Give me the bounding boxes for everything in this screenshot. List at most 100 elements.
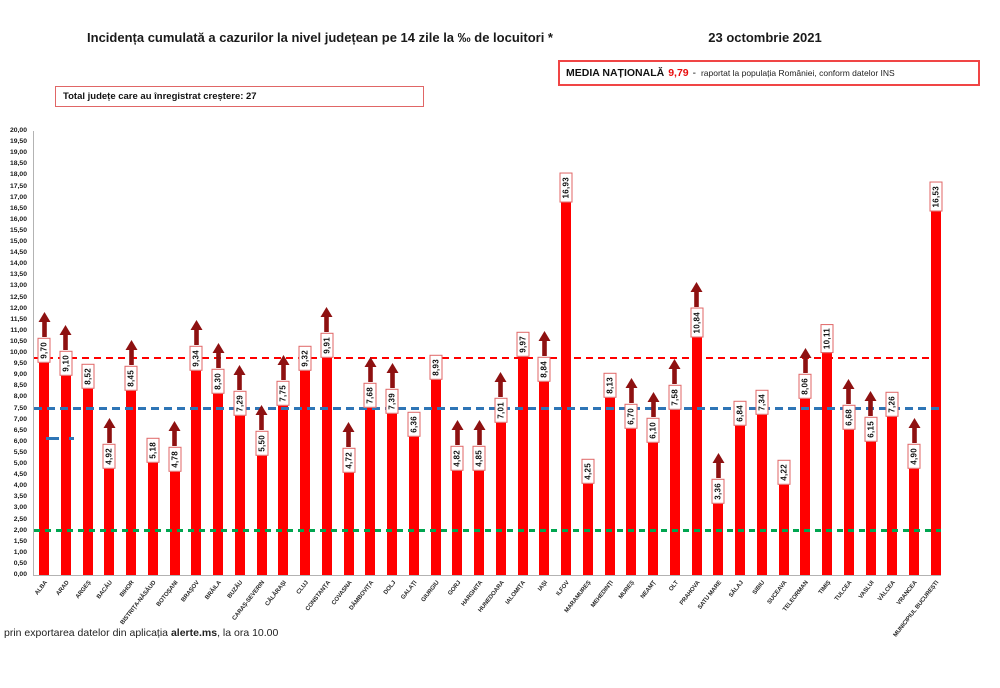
bar — [104, 465, 115, 575]
y-axis-tick-label: 13,50 — [9, 271, 27, 279]
x-axis-county-label: VASLUI — [857, 580, 876, 601]
bar — [713, 500, 724, 575]
bar-annotation: 9,32 — [298, 346, 312, 372]
x-axis-county-label: BRAȘOV — [180, 580, 202, 604]
x-axis-county-label: GORJ — [447, 580, 463, 597]
x-axis-county-label: SIBIU — [752, 580, 767, 596]
bar-annotation: 7,75 — [276, 355, 290, 406]
y-axis-tick-label: 1,00 — [13, 548, 27, 556]
y-axis-tick-label: 15,50 — [9, 226, 27, 234]
bar-value-label: 7,68 — [363, 382, 377, 408]
bar-annotation: 10,11 — [820, 324, 834, 354]
x-axis-county-label: MUREȘ — [618, 580, 637, 601]
reference-green-line — [34, 529, 941, 532]
bar — [843, 426, 854, 575]
bar-value-label: 16,53 — [929, 181, 943, 212]
bar-annotation: 7,68 — [363, 356, 377, 408]
bar-value-label: 4,25 — [581, 458, 595, 484]
bar — [669, 406, 680, 575]
reference-blue-line — [34, 407, 941, 410]
bar-annotation: 7,29 — [233, 365, 247, 417]
bar — [191, 367, 202, 575]
national-average-box: MEDIA NAȚIONALĂ 9,79 - raportat la popul… — [558, 60, 980, 86]
bar-value-label: 7,34 — [755, 390, 769, 416]
media-nationala-line — [34, 356, 941, 359]
y-axis-tick-label: 0,00 — [13, 571, 27, 578]
bar-value-label: 8,06 — [798, 374, 812, 400]
increase-arrow-icon — [494, 371, 507, 397]
bar-annotation: 16,93 — [559, 172, 573, 203]
bar-annotation: 4,82 — [450, 420, 464, 471]
bar — [539, 378, 550, 575]
x-axis-county-label: CĂLĂRAȘI — [264, 580, 289, 608]
x-axis-county-label: GIURGIU — [420, 580, 441, 604]
bar-annotation: 6,84 — [733, 401, 747, 427]
increase-arrow-icon — [190, 319, 203, 345]
x-axis-county-label: NEAMȚ — [640, 580, 658, 601]
bar-annotation: 9,97 — [516, 331, 530, 357]
x-axis-county-label: ALBA — [33, 580, 49, 597]
increase-arrow-icon — [233, 365, 246, 391]
bar-annotation: 4,22 — [777, 459, 791, 485]
bar — [561, 199, 572, 575]
y-axis-tick-label: 9,50 — [13, 360, 27, 368]
y-axis-tick-label: 6,50 — [13, 426, 27, 434]
x-axis-county-label: BRĂILA — [204, 580, 223, 602]
bar-annotation: 8,13 — [603, 372, 617, 398]
bar — [495, 419, 506, 575]
bar-annotation: 9,34 — [189, 319, 203, 371]
bar-value-label: 6,70 — [624, 404, 638, 430]
bar-value-label: 8,93 — [429, 354, 443, 380]
bar-annotation: 8,84 — [537, 330, 551, 382]
bar-annotation: 8,52 — [81, 364, 94, 389]
x-axis-county-label: VRANCEA — [896, 580, 919, 607]
increase-arrow-icon — [212, 342, 225, 368]
bar-annotation: 3,36 — [711, 452, 725, 504]
y-axis-tick-label: 12,00 — [9, 304, 27, 312]
footer-note: prin exportarea datelor din aplicația al… — [4, 627, 278, 639]
bar — [82, 385, 93, 575]
increase-arrow-icon — [625, 378, 638, 404]
bar-value-label: 5,50 — [255, 431, 269, 456]
x-axis-county-label: IALOMIȚA — [505, 580, 528, 606]
bar — [234, 413, 245, 575]
increase-arrow-icon — [168, 421, 181, 447]
increase-arrow-icon — [451, 420, 464, 446]
bar — [126, 387, 137, 575]
bar — [756, 412, 767, 575]
bar — [582, 480, 593, 575]
increase-arrow-icon — [320, 307, 333, 333]
y-axis-tick-label: 4,50 — [13, 471, 27, 479]
y-axis-tick-label: 16,00 — [9, 215, 27, 223]
national-average-value: 9,79 — [668, 67, 689, 79]
total-increase-box: Total județe care au înregistrat creșter… — [55, 86, 424, 107]
bar — [735, 423, 746, 575]
y-axis-tick-label: 10,50 — [9, 337, 27, 345]
bar-annotation: 9,10 — [59, 325, 73, 376]
bar-value-label: 7,58 — [668, 384, 682, 410]
y-axis-tick-label: 2,50 — [13, 515, 27, 523]
x-axis-county-label: DOLJ — [382, 580, 397, 596]
bar-annotation: 16,53 — [929, 181, 943, 212]
bar — [147, 460, 158, 575]
increase-arrow-icon — [690, 281, 703, 307]
increase-arrow-icon — [473, 419, 486, 445]
y-axis-tick-label: 11,50 — [10, 315, 27, 323]
bar — [604, 394, 615, 575]
increase-arrow-icon — [103, 418, 116, 443]
x-axis-county-label: VÂLCEA — [877, 580, 898, 603]
x-axis-county-label: MEHEDINȚI — [589, 580, 615, 609]
y-axis-tick-label: 10,00 — [9, 349, 27, 356]
y-axis-tick-label: 11,00 — [10, 326, 27, 334]
bar — [169, 468, 180, 575]
bar-value-label: 4,85 — [472, 445, 486, 471]
bar — [800, 396, 811, 575]
y-axis-tick-label: 7,50 — [13, 404, 27, 412]
bar-annotation: 5,50 — [255, 405, 269, 456]
increase-arrow-icon — [908, 418, 921, 444]
bar-value-label: 6,68 — [842, 404, 856, 430]
bar — [931, 208, 941, 575]
x-axis-county-label: HARGHITA — [460, 580, 484, 608]
bar-value-label: 9,91 — [320, 333, 334, 358]
